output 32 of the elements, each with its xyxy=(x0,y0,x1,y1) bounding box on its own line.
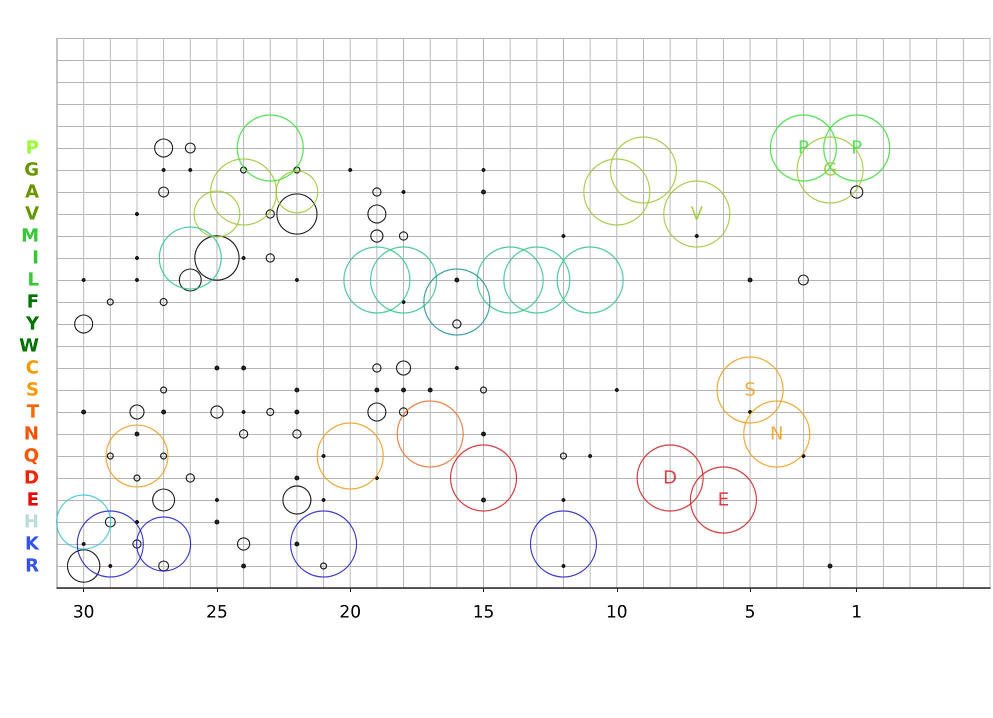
y-tick-label: L xyxy=(28,270,39,290)
y-tick-label: M xyxy=(21,226,39,246)
x-tick-label: 1 xyxy=(851,602,862,622)
y-tick-label: Q xyxy=(24,446,39,466)
x-tick-label: 10 xyxy=(606,602,628,622)
y-tick-label: I xyxy=(32,248,39,268)
y-tick-label: Y xyxy=(24,314,40,334)
y-tick-label: D xyxy=(24,468,39,488)
y-tick-label: W xyxy=(19,336,40,356)
y-tick-label: G xyxy=(24,160,39,180)
data-label: D xyxy=(663,468,678,488)
x-tick-label: 5 xyxy=(744,602,756,622)
y-tick-label: A xyxy=(25,182,40,202)
y-tick-label: K xyxy=(25,534,40,554)
x-tick-label: 30 xyxy=(72,602,94,622)
y-tick-label: R xyxy=(25,556,40,576)
y-tick-label: V xyxy=(25,204,40,224)
data-label: N xyxy=(770,424,784,444)
y-tick-label: N xyxy=(24,424,39,444)
y-tick-label: S xyxy=(26,380,39,400)
y-tick-label: H xyxy=(24,512,39,532)
y-tick-label: F xyxy=(26,292,39,312)
data-label: S xyxy=(744,380,756,400)
y-tick-label: C xyxy=(26,358,39,378)
y-tick-label: T xyxy=(26,402,40,422)
data-label: V xyxy=(690,204,704,224)
data-label: E xyxy=(718,490,730,510)
y-tick-label: E xyxy=(26,490,39,510)
x-tick-label: 15 xyxy=(472,602,494,622)
x-tick-label: 20 xyxy=(339,602,362,622)
y-tick-label: P xyxy=(26,138,39,158)
x-tick-label: 25 xyxy=(206,602,228,622)
